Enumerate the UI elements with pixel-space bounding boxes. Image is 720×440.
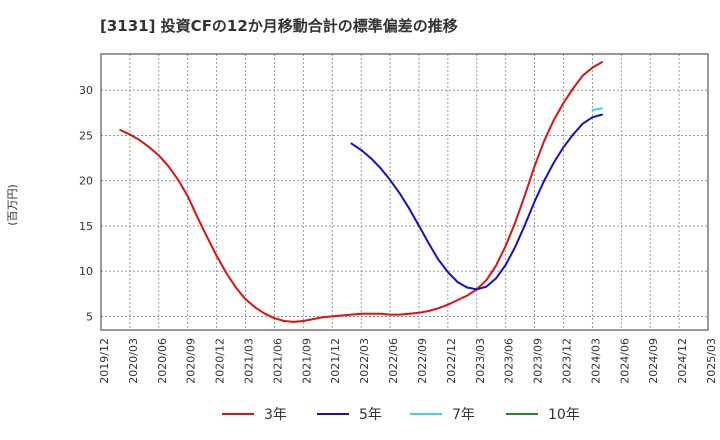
x-tick-label: 2021/06 [271, 338, 284, 384]
x-tick-label: 2022/03 [358, 338, 371, 384]
x-tick-label: 2021/09 [300, 338, 313, 384]
y-tick-label: 15 [79, 220, 93, 233]
x-tick-label: 2021/03 [243, 338, 256, 384]
x-tick-label: 2024/09 [647, 338, 660, 384]
x-tick-label: 2025/03 [705, 338, 718, 384]
legend: 3年 5年 7年 10年 [222, 407, 580, 423]
grid [100, 54, 709, 330]
x-tick-label: 2020/06 [156, 338, 169, 384]
series-line-2 [350, 113, 603, 291]
x-tick-label: 2020/03 [127, 338, 140, 384]
y-tick-label: 30 [79, 84, 93, 97]
x-tick-label: 2023/06 [503, 338, 516, 384]
y-tick-label: 5 [86, 310, 93, 323]
series-line-1 [119, 61, 603, 323]
x-tick-label: 2024/12 [676, 338, 689, 384]
y-axis-label: (百万円) [6, 184, 19, 226]
x-tick-label: 2021/12 [329, 338, 342, 384]
x-tick-label: 2024/06 [618, 338, 631, 384]
legend-label: 7年 [452, 407, 475, 423]
x-tick-label: 2020/09 [185, 338, 198, 384]
legend-label: 5年 [359, 407, 382, 423]
x-tick-label: 2022/09 [416, 338, 429, 384]
x-tick-label: 2024/03 [589, 338, 602, 384]
plot-frame [100, 53, 709, 331]
x-tick-label: 2022/06 [387, 338, 400, 384]
x-tick-label: 2022/12 [445, 338, 458, 384]
y-tick-label: 20 [79, 175, 93, 188]
x-tick-label: 2023/12 [560, 338, 573, 384]
legend-label: 10年 [548, 407, 580, 423]
chart-title: [3131] 投資CFの12か月移動合計の標準偏差の推移 [100, 17, 458, 35]
x-tick-label: 2020/12 [214, 338, 227, 384]
series-lines [119, 61, 603, 323]
y-axis-ticks: 5 10 15 20 25 30 [79, 84, 93, 323]
plot-area [101, 54, 708, 330]
x-tick-label: 2023/09 [532, 338, 545, 384]
x-tick-label: 2023/03 [474, 338, 487, 384]
x-axis-ticks: 2019/12 2020/03 2020/06 2020/09 2020/12 2021/… [98, 338, 718, 384]
x-tick-label: 2019/12 [98, 338, 111, 384]
y-tick-label: 10 [79, 265, 93, 278]
legend-label: 3年 [264, 407, 287, 423]
y-tick-label: 25 [79, 129, 93, 142]
series-line-3 [591, 107, 603, 112]
